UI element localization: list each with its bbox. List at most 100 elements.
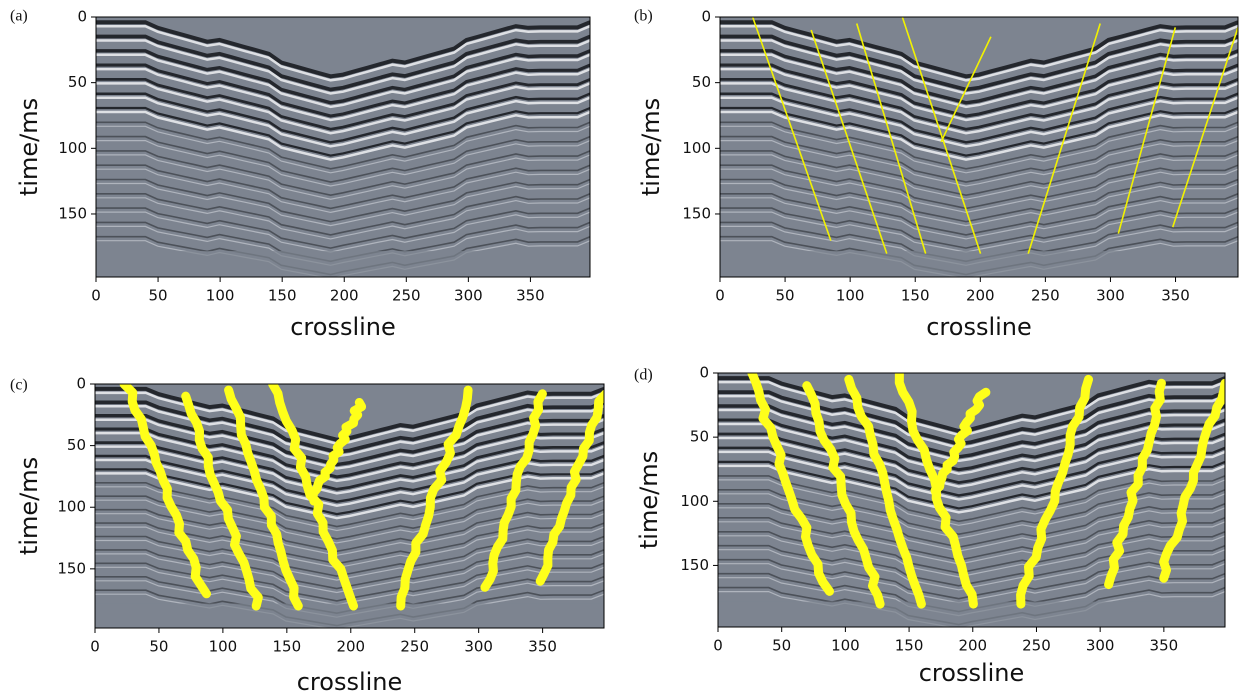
reflector-light (718, 408, 1225, 463)
x-tick-label: 50 (776, 287, 795, 305)
reflector-light (718, 493, 1225, 539)
reflector-light (96, 24, 590, 82)
reflector-dark (720, 135, 1238, 183)
x-tick-label: 350 (516, 287, 545, 305)
y-tick-label: 150 (682, 204, 711, 222)
x-tick-label: 350 (1150, 637, 1179, 655)
reflector-light (720, 39, 1238, 95)
panel: 0 50 100 150 200 250 300 350 0 50 100 150 crossline t… (634, 8, 1239, 341)
x-tick-label: 200 (958, 637, 987, 655)
reflector-dark (96, 207, 590, 249)
reflector-dark (720, 193, 1238, 236)
reflector-dark (96, 121, 590, 170)
panel-label: (c) (10, 377, 28, 394)
y-tick-label: 150 (680, 556, 709, 574)
y-tick-label: 0 (76, 375, 86, 393)
reflector-light (720, 24, 1238, 82)
reflector-light (718, 394, 1225, 450)
reflector-dark (96, 92, 590, 144)
reflector-light (96, 96, 590, 148)
reflector-dark (720, 92, 1238, 144)
y-tick-label: 0 (701, 8, 711, 26)
x-tick-label: 50 (149, 287, 168, 305)
seismic-image (720, 17, 1238, 277)
reflector-dark (720, 49, 1238, 105)
reflector-light (720, 168, 1238, 214)
y-tick-label: 150 (57, 559, 86, 577)
y-tick-label: 100 (58, 139, 87, 157)
x-tick-label: 50 (772, 637, 791, 655)
reflector-dark (718, 432, 1225, 485)
y-tick-label: 50 (67, 436, 86, 454)
panel: 0 50 100 150 200 250 300 350 0 50 100 150 crossline t… (10, 375, 605, 695)
deep-section (720, 251, 1238, 277)
fault-prediction (1104, 378, 1166, 590)
reflector-dark (718, 404, 1225, 459)
reflector-dark (96, 49, 590, 105)
x-tick-label: 300 (1086, 637, 1115, 655)
reflector-dark (718, 390, 1225, 446)
fault-line (901, 17, 982, 254)
reflector-light (96, 67, 590, 122)
x-tick-label: 200 (966, 287, 995, 305)
reflector-light (95, 445, 604, 495)
deep-section (96, 251, 590, 277)
axes-frame (95, 16, 591, 278)
x-tick-label: 200 (330, 287, 359, 305)
reflector-light (95, 499, 604, 544)
x-axis-label: crossline (297, 668, 403, 695)
y-tick-label: 50 (690, 428, 709, 446)
reflector-dark (720, 20, 1238, 79)
x-tick-label: 200 (336, 638, 365, 656)
reflector-light (95, 405, 604, 458)
x-tick-label: 250 (400, 638, 429, 656)
x-tick-label: 100 (836, 287, 865, 305)
x-tick-label: 50 (149, 638, 168, 656)
y-tick-label: 100 (682, 139, 711, 157)
fault-prediction (802, 381, 885, 609)
fault-prediction (1159, 378, 1225, 583)
seismic-image (96, 17, 590, 277)
y-axis-label: time/ms (15, 457, 43, 555)
fault-prediction (308, 398, 367, 506)
reflector-light (96, 82, 590, 135)
reflector-light (720, 182, 1238, 227)
reflector-dark (720, 164, 1238, 210)
reflector-dark (720, 78, 1238, 131)
x-tick-label: 150 (268, 287, 297, 305)
y-tick-label: 0 (699, 364, 709, 382)
y-tick-label: 100 (680, 492, 709, 510)
fault-line (1117, 27, 1177, 234)
reflector-dark (96, 34, 590, 92)
fault-prediction (535, 389, 604, 586)
x-tick-label: 0 (90, 638, 100, 656)
x-axis-label: crossline (919, 659, 1025, 687)
reflector-light (720, 125, 1238, 174)
reflector-dark (95, 441, 604, 491)
y-tick-label: 0 (77, 8, 87, 26)
reflector-dark (718, 489, 1225, 536)
panel-label: (d) (634, 367, 653, 384)
reflector-light (96, 168, 590, 214)
reflector-light (720, 96, 1238, 148)
x-tick-label: 100 (209, 638, 238, 656)
fault-line (810, 29, 888, 254)
x-axis-label: crossline (290, 313, 396, 341)
reflector-dark (96, 106, 590, 157)
reflector-light (96, 154, 590, 200)
y-axis-label: time/ms (635, 451, 663, 549)
x-tick-label: 150 (273, 638, 302, 656)
reflector-light (720, 53, 1238, 109)
reflector-light (720, 67, 1238, 122)
reflector-light (96, 53, 590, 109)
reflector-light (95, 418, 604, 470)
fault-prediction (844, 374, 926, 609)
seismic-image (95, 384, 604, 628)
x-tick-label: 150 (895, 637, 924, 655)
fault-prediction (119, 384, 211, 599)
panel-label: (b) (634, 8, 653, 25)
y-axis-label: time/ms (637, 98, 665, 196)
reflector-light (720, 82, 1238, 135)
axes-frame (717, 372, 1226, 628)
reflector-dark (720, 150, 1238, 197)
